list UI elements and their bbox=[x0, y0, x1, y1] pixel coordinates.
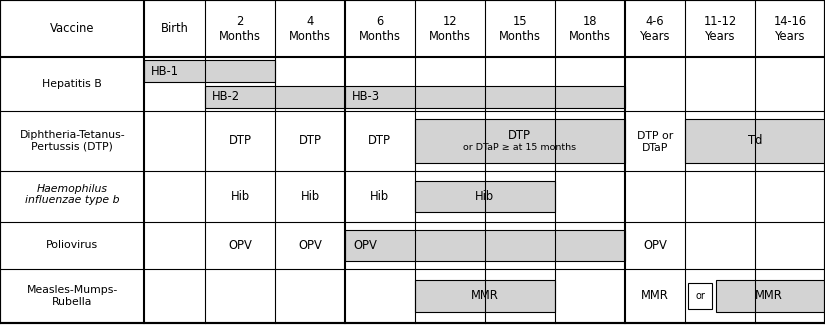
FancyBboxPatch shape bbox=[205, 85, 345, 108]
FancyBboxPatch shape bbox=[415, 119, 625, 163]
Text: Poliovirus: Poliovirus bbox=[46, 240, 98, 250]
Text: MMR: MMR bbox=[755, 289, 783, 302]
Text: DTaP: DTaP bbox=[642, 142, 668, 153]
Text: Birth: Birth bbox=[161, 22, 189, 35]
Text: Hib: Hib bbox=[475, 190, 494, 203]
Text: Hib: Hib bbox=[300, 190, 319, 203]
Text: 18
Months: 18 Months bbox=[568, 15, 610, 42]
Text: Haemophilus: Haemophilus bbox=[37, 184, 108, 194]
Text: Hepatitis B: Hepatitis B bbox=[42, 79, 102, 89]
Text: 14-16
Years: 14-16 Years bbox=[774, 15, 807, 42]
FancyBboxPatch shape bbox=[345, 85, 625, 108]
Text: OPV: OPV bbox=[353, 239, 377, 252]
FancyBboxPatch shape bbox=[415, 181, 554, 212]
Text: DTP: DTP bbox=[369, 135, 391, 147]
Text: Hib: Hib bbox=[370, 190, 389, 203]
Text: influenzae type b: influenzae type b bbox=[25, 195, 120, 205]
FancyBboxPatch shape bbox=[144, 60, 275, 82]
Text: Td: Td bbox=[748, 135, 762, 147]
Text: or DTaP ≥ at 15 months: or DTaP ≥ at 15 months bbox=[463, 143, 577, 152]
Text: HB-1: HB-1 bbox=[151, 65, 179, 78]
Text: DTP: DTP bbox=[229, 135, 252, 147]
Text: 4
Months: 4 Months bbox=[289, 15, 331, 42]
FancyBboxPatch shape bbox=[345, 230, 625, 261]
Text: or: or bbox=[695, 291, 705, 301]
Text: 15
Months: 15 Months bbox=[498, 15, 540, 42]
Text: MMR: MMR bbox=[471, 289, 498, 302]
FancyBboxPatch shape bbox=[415, 280, 554, 312]
Text: Measles-Mumps-
Rubella: Measles-Mumps- Rubella bbox=[26, 285, 118, 307]
FancyBboxPatch shape bbox=[686, 119, 825, 163]
Text: 4-6
Years: 4-6 Years bbox=[639, 15, 670, 42]
Text: Diphtheria-Tetanus-
Pertussis (DTP): Diphtheria-Tetanus- Pertussis (DTP) bbox=[20, 130, 125, 152]
Text: DTP or: DTP or bbox=[637, 131, 673, 141]
Text: Vaccine: Vaccine bbox=[50, 22, 95, 35]
FancyBboxPatch shape bbox=[688, 283, 713, 309]
Text: 12
Months: 12 Months bbox=[429, 15, 471, 42]
Text: HB-2: HB-2 bbox=[212, 90, 240, 103]
Text: Hib: Hib bbox=[230, 190, 250, 203]
Text: DTP: DTP bbox=[299, 135, 322, 147]
Text: DTP: DTP bbox=[508, 129, 531, 142]
Text: MMR: MMR bbox=[641, 289, 669, 302]
Text: HB-3: HB-3 bbox=[351, 90, 380, 103]
Text: 6
Months: 6 Months bbox=[359, 15, 401, 42]
Text: OPV: OPV bbox=[643, 239, 667, 252]
Text: OPV: OPV bbox=[228, 239, 252, 252]
FancyBboxPatch shape bbox=[716, 280, 824, 312]
Text: OPV: OPV bbox=[298, 239, 322, 252]
Text: 2
Months: 2 Months bbox=[219, 15, 261, 42]
Text: 11-12
Years: 11-12 Years bbox=[704, 15, 737, 42]
